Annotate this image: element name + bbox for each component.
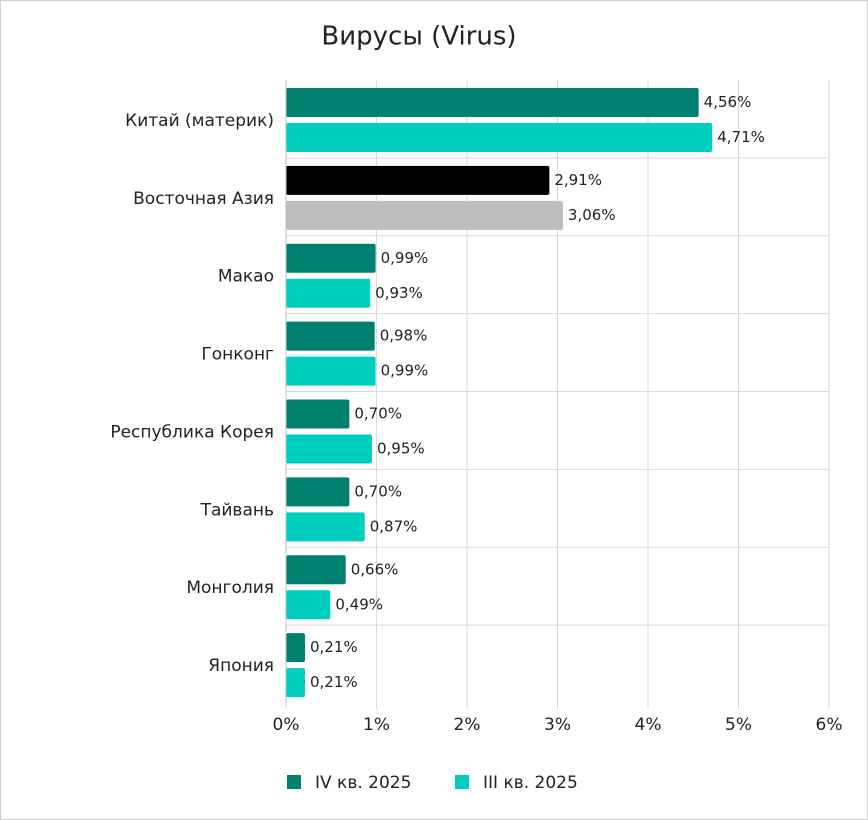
value-label: 0,70% (354, 405, 402, 423)
value-label: 0,21% (310, 638, 358, 656)
value-label: 2,91% (554, 171, 602, 189)
y-tick-label: Восточная Азия (133, 189, 274, 209)
chart-title: Вирусы (Virus) (321, 22, 516, 52)
bar (286, 278, 371, 308)
value-label: 0,21% (310, 673, 358, 691)
legend-label: IV кв. 2025 (315, 773, 411, 793)
bar (286, 123, 713, 152)
x-tick-label: 6% (816, 715, 843, 735)
y-tick-label: Гонконг (201, 345, 274, 365)
y-tick-label: Монголия (186, 578, 274, 598)
value-label: 0,98% (380, 327, 428, 345)
value-label: 0,93% (375, 284, 423, 302)
bar (286, 633, 306, 663)
y-tick-label: Тайвань (200, 500, 274, 520)
x-tick-label: 1% (363, 715, 390, 735)
bar (286, 434, 372, 464)
bar (286, 243, 376, 273)
x-tick-label: 4% (635, 715, 662, 735)
bar (286, 477, 350, 507)
bar (286, 165, 550, 195)
value-label: 0,99% (381, 249, 429, 267)
bar (286, 555, 346, 585)
x-tick-label: 3% (544, 715, 571, 735)
x-tick-label: 2% (454, 715, 481, 735)
y-tick-label: Республика Корея (110, 422, 274, 442)
x-tick-label: 0% (273, 715, 300, 735)
bar (286, 356, 376, 386)
bar (286, 200, 563, 230)
value-label: 0,99% (381, 362, 429, 380)
value-label: 4,56% (704, 93, 752, 111)
legend-swatch (287, 775, 301, 789)
bar (286, 88, 699, 117)
bar (286, 399, 350, 429)
bar (286, 590, 331, 620)
legend-label: III кв. 2025 (483, 773, 578, 793)
bar (286, 668, 306, 698)
value-label: 4,71% (717, 128, 765, 146)
value-label: 0,95% (377, 440, 425, 458)
value-label: 0,66% (351, 560, 399, 578)
y-tick-label: Япония (208, 656, 274, 676)
x-tick-label: 5% (725, 715, 752, 735)
value-label: 0,87% (370, 517, 418, 535)
value-label: 3,06% (568, 206, 616, 224)
legend-swatch (455, 775, 469, 789)
bar (286, 321, 375, 351)
y-tick-label: Макао (218, 267, 274, 287)
bar (286, 512, 365, 542)
y-tick-label: Китай (материк) (125, 111, 274, 131)
value-label: 0,70% (354, 482, 402, 500)
value-label: 0,49% (335, 595, 383, 613)
